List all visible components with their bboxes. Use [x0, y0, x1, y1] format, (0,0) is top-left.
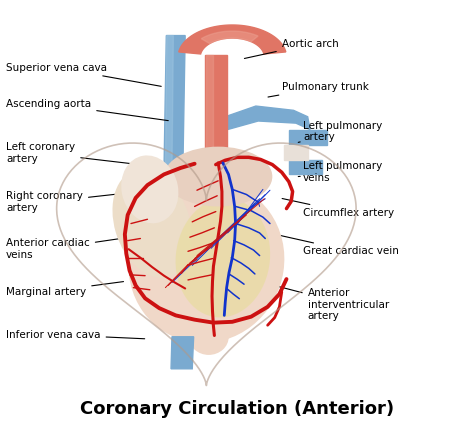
- Ellipse shape: [128, 181, 284, 343]
- Text: Left pulmonary
artery: Left pulmonary artery: [298, 121, 382, 142]
- Text: Aortic arch: Aortic arch: [245, 39, 338, 58]
- Text: Left pulmonary
veins: Left pulmonary veins: [298, 162, 382, 183]
- Polygon shape: [289, 129, 327, 144]
- Ellipse shape: [112, 169, 192, 278]
- Polygon shape: [225, 106, 310, 129]
- Polygon shape: [164, 36, 185, 172]
- Ellipse shape: [189, 319, 229, 355]
- Text: Ascending aorta: Ascending aorta: [6, 99, 168, 121]
- Text: Anterior
interventricular
artery: Anterior interventricular artery: [261, 282, 389, 321]
- Text: Left coronary
artery: Left coronary artery: [6, 142, 166, 168]
- Polygon shape: [289, 160, 322, 175]
- Text: Superior vena cava: Superior vena cava: [6, 63, 161, 86]
- Polygon shape: [206, 55, 213, 177]
- Text: Marginal artery: Marginal artery: [6, 282, 124, 297]
- Text: Anterior cardiac
veins: Anterior cardiac veins: [6, 235, 147, 260]
- Text: Pulmonary trunk: Pulmonary trunk: [268, 82, 369, 97]
- Ellipse shape: [164, 147, 273, 206]
- Ellipse shape: [121, 155, 178, 223]
- Ellipse shape: [175, 198, 270, 317]
- Polygon shape: [165, 36, 173, 172]
- Polygon shape: [205, 55, 227, 177]
- Text: Circumflex artery: Circumflex artery: [282, 199, 394, 218]
- Polygon shape: [284, 144, 308, 160]
- Polygon shape: [201, 31, 258, 43]
- Polygon shape: [171, 337, 194, 369]
- Text: Inferior vena cava: Inferior vena cava: [6, 330, 145, 340]
- Text: Right coronary
artery: Right coronary artery: [6, 191, 137, 213]
- Polygon shape: [179, 25, 286, 54]
- Text: Coronary Circulation (Anterior): Coronary Circulation (Anterior): [80, 400, 394, 418]
- Text: Great cardiac vein: Great cardiac vein: [277, 235, 399, 256]
